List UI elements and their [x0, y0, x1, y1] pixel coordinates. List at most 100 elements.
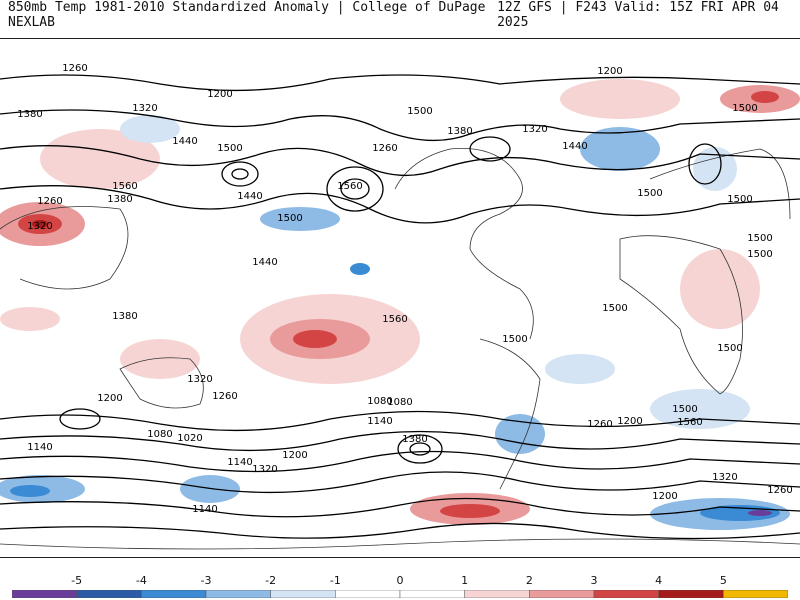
height-contour-line: [0, 109, 800, 142]
height-contour-closed: [221, 161, 259, 187]
colorbar-tick-label: 1: [461, 574, 469, 587]
height-contour-closed: [59, 408, 101, 430]
contour-label: 1560: [337, 181, 362, 192]
contour-label: 1320: [132, 103, 157, 114]
contour-label: 1560: [112, 181, 137, 192]
colorbar-tick-label: 2: [525, 574, 533, 587]
contour-label: 1140: [227, 457, 252, 468]
height-contours: [0, 74, 800, 540]
colorbar-segment: [529, 590, 595, 598]
contour-label: 1260: [767, 485, 792, 496]
contour-label: 1200: [597, 66, 622, 77]
contour-label: 1500: [747, 249, 772, 260]
contour-label: 1500: [637, 188, 662, 199]
anomaly-negative-region: [495, 414, 545, 454]
africa-coast: [619, 235, 743, 395]
contour-label: 1380: [112, 311, 137, 322]
contour-label: 1500: [217, 143, 242, 154]
australia-coast: [119, 357, 204, 409]
map-panel: 1260 1200 1320 1380 1440 1500 1560 1260 1320 1380…: [0, 38, 800, 558]
colorbar-tick-label: -3: [200, 574, 212, 587]
colorbar-segment: [335, 590, 401, 598]
antarctica-coast: [0, 538, 800, 550]
colorbar-tick-label: -1: [329, 574, 341, 587]
coastlines: [0, 148, 800, 550]
colorbar-segment: [399, 590, 465, 598]
contour-label: 1140: [192, 504, 217, 515]
colorbar-tick-label: -2: [265, 574, 277, 587]
contour-label: 1080: [367, 396, 392, 407]
contour-label: 1440: [172, 136, 197, 147]
contour-label: 1320: [187, 374, 212, 385]
contour-label: 1020: [177, 433, 202, 444]
height-contour-line: [0, 497, 800, 518]
colorbar-segment: [593, 590, 659, 598]
anomaly-positive-region: [293, 330, 337, 348]
anomaly-negative-region: [10, 485, 50, 497]
contour-label: 1140: [27, 442, 52, 453]
height-contour-line: [0, 522, 800, 540]
contour-label: 1080: [387, 397, 412, 408]
north-america-coast: [394, 148, 534, 340]
anomaly-positive-region: [560, 79, 680, 119]
colorbar-segment: [723, 590, 788, 598]
anomaly-map: 1260 1200 1320 1380 1440 1500 1560 1260 1320 1380…: [0, 63, 800, 550]
contour-label: 1200: [617, 416, 642, 427]
contour-label: 1320: [252, 464, 277, 475]
asia-coast: [0, 206, 129, 290]
colorbar-segment: [464, 590, 530, 598]
height-contour-line: [0, 410, 800, 432]
chart-title-right: 12Z GFS | F243 Valid: 15Z FRI APR 04 202…: [497, 0, 779, 30]
contour-label: 1440: [562, 141, 587, 152]
contour-label: 1260: [587, 419, 612, 430]
contour-label: 1320: [27, 221, 52, 232]
contour-label: 1500: [502, 334, 527, 345]
eurasia-coast: [649, 148, 791, 220]
anomaly-positive-region: [440, 504, 500, 518]
colorbar-tick-labels: -5 -4 -3 -2 -1 0 1 2 3 4 5: [12, 574, 788, 588]
contour-label: 1200: [97, 393, 122, 404]
contour-label: 1080: [147, 429, 172, 440]
height-contour-closed: [469, 136, 511, 162]
anomaly-positive-region: [32, 220, 48, 228]
anomaly-positive-region: [680, 249, 760, 329]
height-contour-line: [0, 185, 800, 224]
colorbar-segment: [12, 590, 77, 598]
contour-label: 1260: [372, 143, 397, 154]
colorbar-segment: [205, 590, 271, 598]
colorbar-tick-label: 0: [396, 574, 404, 587]
contour-label: 1320: [712, 472, 737, 483]
anomaly-negative-region: [350, 263, 370, 275]
height-contour-closed: [231, 168, 249, 180]
height-contour-closed: [409, 442, 431, 456]
colorbar-tick-label: -5: [71, 574, 83, 587]
contour-label: 1500: [717, 343, 742, 354]
contour-label: 1200: [282, 450, 307, 461]
height-contour-line: [0, 450, 800, 473]
anomaly-negative-region: [260, 207, 340, 231]
height-contour-line: [0, 145, 800, 177]
contour-label: 1440: [237, 191, 262, 202]
colorbar-segment: [658, 590, 724, 598]
contour-label: 1560: [382, 314, 407, 325]
colorbar-tick-label: -4: [135, 574, 147, 587]
contour-label: 1500: [732, 103, 757, 114]
colorbar: -5 -4 -3 -2 -1 0 1 2 3 4 5: [12, 574, 788, 600]
south-america-coast: [479, 338, 541, 490]
anomaly-negative-region: [580, 127, 660, 171]
height-contour-closed: [397, 434, 443, 464]
contour-label: 1500: [747, 233, 772, 244]
anomaly-positive-region: [120, 339, 200, 379]
contour-label: 1500: [602, 303, 627, 314]
contour-label: 1500: [672, 404, 697, 415]
contour-label: 1500: [727, 194, 752, 205]
anomaly-positive-region: [0, 307, 60, 331]
chart-title-left: 850mb Temp 1981-2010 Standardized Anomal…: [8, 0, 486, 30]
colorbar-segment: [76, 590, 142, 598]
contour-label: 1320: [522, 124, 547, 135]
contour-label: 1380: [107, 194, 132, 205]
contour-label: 1260: [37, 196, 62, 207]
height-contour-line: [0, 471, 800, 494]
colorbar-segment: [141, 590, 207, 598]
height-contour-line: [0, 74, 800, 92]
